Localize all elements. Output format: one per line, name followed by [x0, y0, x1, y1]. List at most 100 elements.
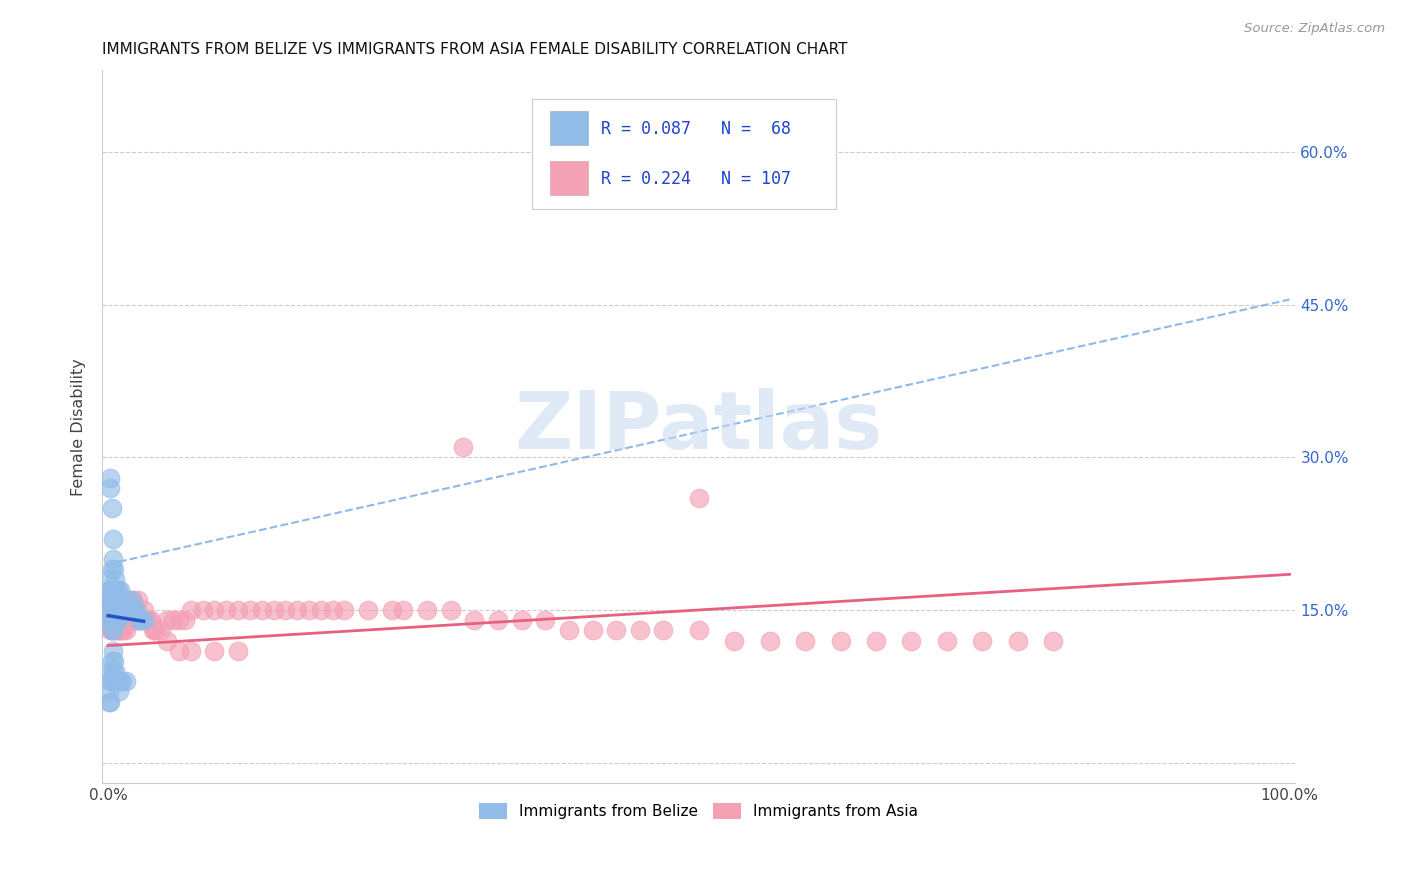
Point — [100, 501, 122, 516]
Point — [285, 603, 308, 617]
Point — [115, 592, 138, 607]
Point — [794, 633, 817, 648]
Point — [191, 603, 214, 617]
Point — [392, 603, 415, 617]
Point — [204, 643, 226, 657]
Point — [107, 674, 129, 689]
Point — [98, 684, 121, 698]
Point — [416, 603, 439, 617]
Text: R = 0.224   N = 107: R = 0.224 N = 107 — [600, 169, 792, 187]
Point — [263, 603, 285, 617]
Point — [120, 613, 142, 627]
Point — [463, 613, 485, 627]
Point — [111, 624, 134, 638]
Point — [108, 624, 131, 638]
Point — [101, 532, 124, 546]
Point — [830, 633, 852, 648]
Point — [239, 603, 262, 617]
Point — [103, 603, 125, 617]
Point — [107, 624, 129, 638]
Point — [723, 633, 745, 648]
Point — [125, 613, 148, 627]
Point — [107, 592, 129, 607]
Point — [322, 603, 344, 617]
Point — [100, 603, 122, 617]
Point — [101, 613, 124, 627]
Point — [652, 624, 675, 638]
Point — [972, 633, 994, 648]
Point — [107, 613, 129, 627]
Point — [98, 695, 121, 709]
Point — [128, 613, 150, 627]
Point — [103, 654, 125, 668]
Point — [100, 562, 122, 576]
Point — [104, 664, 127, 678]
Point — [100, 613, 122, 627]
Point — [112, 592, 135, 607]
Point — [111, 592, 134, 607]
Point — [226, 603, 249, 617]
Point — [150, 624, 173, 638]
Point — [101, 664, 124, 678]
Point — [117, 592, 139, 607]
Point — [101, 624, 124, 638]
Point — [486, 613, 509, 627]
Point — [132, 613, 155, 627]
Point — [1042, 633, 1064, 648]
Point — [628, 624, 651, 638]
Point — [100, 481, 122, 495]
Text: IMMIGRANTS FROM BELIZE VS IMMIGRANTS FROM ASIA FEMALE DISABILITY CORRELATION CHA: IMMIGRANTS FROM BELIZE VS IMMIGRANTS FRO… — [103, 42, 848, 57]
Point — [180, 643, 202, 657]
Point — [114, 592, 136, 607]
Point — [156, 633, 179, 648]
Point — [107, 613, 129, 627]
Point — [100, 674, 122, 689]
Point — [105, 624, 128, 638]
Point — [114, 613, 136, 627]
Point — [145, 624, 167, 638]
Text: ZIPatlas: ZIPatlas — [515, 388, 883, 466]
Point — [104, 592, 127, 607]
Point — [112, 624, 135, 638]
Point — [100, 654, 122, 668]
Point — [103, 613, 125, 627]
Point — [226, 643, 249, 657]
Point — [107, 624, 129, 638]
Point — [115, 603, 138, 617]
Point — [132, 613, 155, 627]
Point — [180, 603, 202, 617]
Point — [534, 613, 557, 627]
Point — [107, 582, 129, 597]
FancyBboxPatch shape — [550, 111, 588, 145]
Point — [510, 613, 533, 627]
Point — [167, 643, 190, 657]
Point — [125, 603, 148, 617]
Point — [129, 613, 152, 627]
Point — [127, 592, 149, 607]
Point — [105, 592, 128, 607]
Point — [145, 624, 167, 638]
Point — [104, 573, 127, 587]
Point — [100, 582, 122, 597]
Point — [250, 603, 273, 617]
FancyBboxPatch shape — [550, 161, 588, 195]
Point — [110, 592, 132, 607]
Point — [100, 664, 122, 678]
Point — [108, 674, 131, 689]
Point — [100, 624, 122, 638]
Point — [935, 633, 957, 648]
Point — [167, 613, 190, 627]
Point — [136, 613, 159, 627]
Point — [121, 592, 143, 607]
Point — [115, 613, 138, 627]
Point — [103, 582, 125, 597]
Point — [900, 633, 922, 648]
Point — [298, 603, 321, 617]
Point — [105, 674, 128, 689]
Point — [117, 603, 139, 617]
Point — [174, 613, 197, 627]
Point — [121, 613, 143, 627]
Text: Source: ZipAtlas.com: Source: ZipAtlas.com — [1244, 22, 1385, 36]
Text: R = 0.087   N =  68: R = 0.087 N = 68 — [600, 120, 792, 138]
Point — [101, 582, 124, 597]
